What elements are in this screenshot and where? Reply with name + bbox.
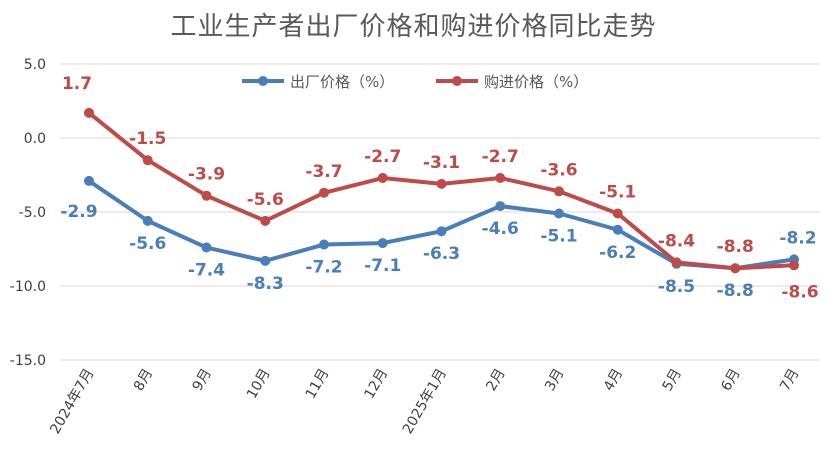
series-0-point bbox=[142, 215, 153, 226]
y-tick-label: -5.0 bbox=[19, 205, 46, 221]
series-0-data-label: -4.6 bbox=[482, 219, 519, 239]
series-0-point bbox=[319, 239, 329, 250]
series-1-data-label: -8.8 bbox=[717, 237, 754, 257]
x-tick-label: 12月 bbox=[361, 366, 391, 402]
series-0-data-label: -6.2 bbox=[599, 243, 636, 263]
data-labels: -2.9 -5.6 -7.4 -8.3 -7.2 -7.1 -6.3 -4.6 -5.1 -6.2… bbox=[60, 74, 818, 302]
series-1-data-label: -3.7 bbox=[305, 162, 342, 182]
y-tick-label: 0.0 bbox=[24, 131, 46, 147]
series-0-data-label: -6.3 bbox=[423, 244, 460, 264]
series-1-data-label: -3.6 bbox=[540, 160, 577, 180]
series-1-data-label: -1.5 bbox=[129, 129, 166, 149]
series-0-data-label: -8.5 bbox=[658, 277, 695, 297]
series-1-point bbox=[789, 260, 799, 271]
series-layer bbox=[84, 107, 799, 274]
legend-label: 购进价格（%） bbox=[484, 73, 588, 91]
x-tick-label: 4月 bbox=[601, 366, 626, 394]
series-0-point bbox=[84, 175, 94, 186]
series-1-data-label: -3.9 bbox=[188, 165, 225, 185]
series-0-point bbox=[612, 224, 623, 235]
series-1-point bbox=[201, 190, 212, 201]
series-0-data-label: -5.1 bbox=[540, 226, 577, 246]
legend-swatch-marker bbox=[452, 76, 462, 86]
series-0-data-label: -5.6 bbox=[129, 234, 166, 254]
series-0-point bbox=[495, 201, 506, 212]
series-1-data-label: -2.7 bbox=[364, 147, 401, 167]
x-tick-label: 2024年7月 bbox=[47, 366, 97, 437]
series-1-point bbox=[377, 172, 388, 183]
x-tick-label: 2月 bbox=[483, 366, 508, 394]
series-0-data-label: -2.9 bbox=[60, 202, 97, 222]
legend-label: 出厂价格（%） bbox=[290, 73, 394, 91]
series-0-data-label: -8.8 bbox=[717, 281, 754, 301]
series-1-point bbox=[730, 263, 741, 274]
series-0-point bbox=[260, 255, 271, 266]
series-1-point bbox=[612, 208, 623, 219]
series-1-point bbox=[495, 172, 506, 183]
x-tick-label: 8月 bbox=[131, 366, 156, 394]
series-1-data-label: -8.4 bbox=[658, 231, 695, 251]
x-tick-label: 5月 bbox=[660, 366, 685, 394]
chart-title: 工业生产者出厂价格和购进价格同比走势 bbox=[170, 12, 657, 42]
y-axis-ticks: 5.0 0.0 -5.0 -10.0 -15.0 bbox=[10, 57, 46, 369]
x-tick-label: 7月 bbox=[777, 366, 802, 394]
series-1-data-label: -2.7 bbox=[482, 147, 519, 167]
y-tick-label: 5.0 bbox=[24, 57, 46, 73]
series-1-point bbox=[142, 155, 153, 166]
series-0-point bbox=[436, 226, 447, 237]
series-0-point bbox=[201, 242, 212, 253]
y-tick-label: -10.0 bbox=[10, 279, 46, 295]
legend-swatch-marker bbox=[258, 76, 268, 86]
x-tick-label: 6月 bbox=[718, 366, 743, 394]
x-axis-ticks: 2024年7月 8月 9月 10月 11月 12月 2025年1月 2月 3月 4月 5月 6月 7月 bbox=[47, 366, 802, 437]
series-0-data-label: -8.3 bbox=[247, 274, 284, 294]
x-tick-label: 10月 bbox=[244, 366, 274, 402]
x-tick-label: 3月 bbox=[542, 366, 567, 394]
x-tick-label: 2025年1月 bbox=[400, 366, 450, 437]
series-1-data-label: -8.6 bbox=[781, 282, 818, 302]
x-tick-label: 11月 bbox=[303, 366, 333, 402]
legend: 出厂价格（%） 购进价格（%） bbox=[242, 73, 588, 91]
series-1-point bbox=[260, 215, 271, 226]
series-0-data-label: -7.2 bbox=[305, 258, 342, 278]
series-0-point bbox=[554, 208, 564, 219]
series-0-data-label: -7.4 bbox=[188, 261, 225, 281]
series-1-point bbox=[319, 187, 329, 198]
y-tick-label: -15.0 bbox=[10, 353, 46, 369]
x-tick-label: 9月 bbox=[190, 366, 215, 394]
series-1-point bbox=[554, 186, 564, 197]
series-1-data-label: 1.7 bbox=[62, 74, 92, 94]
series-0-data-label: -8.2 bbox=[779, 228, 816, 248]
series-1-point bbox=[436, 178, 447, 189]
series-1-data-label: -3.1 bbox=[423, 153, 460, 173]
gridlines bbox=[60, 63, 820, 361]
series-0-point bbox=[377, 238, 388, 249]
series-1-point bbox=[671, 257, 682, 268]
series-0-data-label: -7.1 bbox=[364, 256, 401, 276]
series-1-point bbox=[84, 107, 94, 118]
series-1-data-label: -5.1 bbox=[599, 182, 636, 202]
series-1-data-label: -5.6 bbox=[247, 190, 284, 210]
